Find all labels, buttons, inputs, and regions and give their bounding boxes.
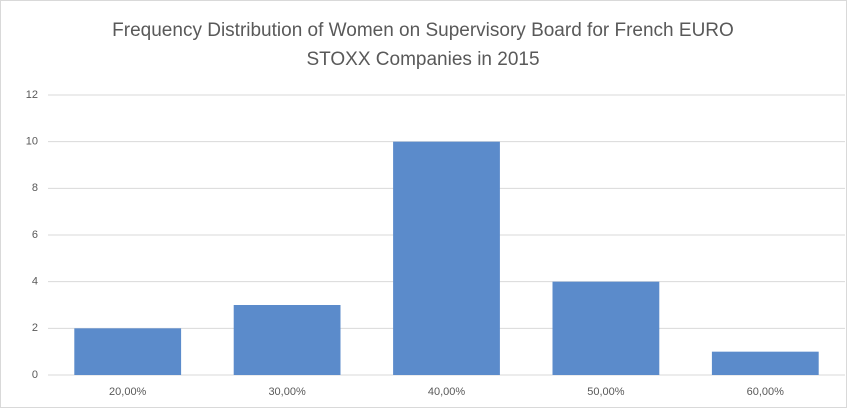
bar (711, 351, 819, 375)
x-tick-label: 60,00% (747, 386, 785, 398)
x-tick-label: 50,00% (587, 386, 625, 398)
bar (552, 281, 660, 375)
y-tick-label: 0 (32, 369, 38, 381)
y-tick-label: 10 (26, 136, 38, 148)
bar (393, 141, 500, 375)
x-tick-label: 20,00% (109, 386, 147, 398)
y-tick-label: 12 (26, 89, 38, 101)
bar (233, 305, 341, 375)
y-tick-label: 4 (32, 276, 38, 288)
chart-title: Frequency Distribution of Women on Super… (112, 20, 734, 70)
y-tick-label: 2 (32, 322, 38, 334)
x-tick-label: 40,00% (428, 386, 466, 398)
bar (74, 328, 182, 375)
y-tick-label: 8 (32, 182, 38, 194)
y-tick-label: 6 (32, 229, 38, 241)
x-tick-label: 30,00% (268, 386, 306, 398)
